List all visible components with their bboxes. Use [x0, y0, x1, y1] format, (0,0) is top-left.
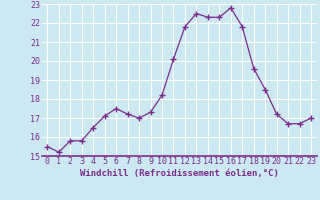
X-axis label: Windchill (Refroidissement éolien,°C): Windchill (Refroidissement éolien,°C) — [80, 169, 279, 178]
